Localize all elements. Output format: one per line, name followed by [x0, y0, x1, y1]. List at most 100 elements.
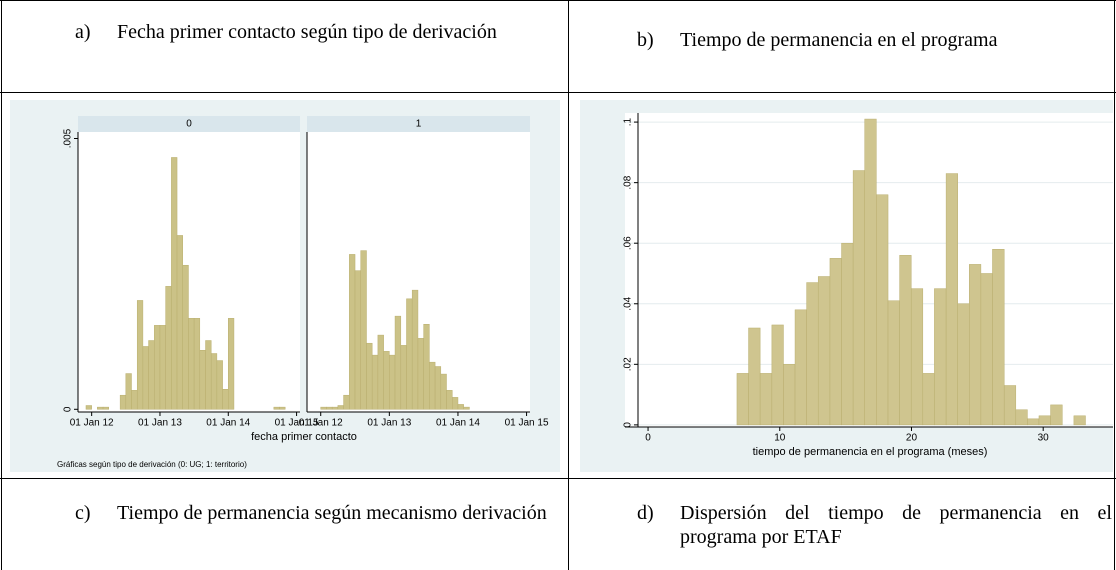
- bar: [1003, 385, 1017, 426]
- bar: [159, 325, 166, 410]
- bar: [216, 360, 223, 410]
- bar: [148, 340, 155, 410]
- bar: [383, 351, 390, 410]
- rule: [1, 0, 2, 570]
- bar: [102, 406, 109, 410]
- x-axis-label: tiempo de permanencia en el programa (me…: [753, 446, 988, 458]
- y-tick-label: .08: [623, 175, 634, 189]
- bar: [457, 404, 464, 410]
- bar: [452, 397, 459, 410]
- caption-label: d): [637, 502, 654, 524]
- x-tick-label: 01 Jan 12: [299, 418, 343, 429]
- chart: 0 10 20 30 0 .02 .04 .06 .08 .1 tiempo de permanen…: [580, 100, 1113, 472]
- bar: [736, 373, 749, 426]
- x-tick-label: 0: [645, 433, 651, 444]
- bar: [125, 373, 132, 410]
- bar: [222, 389, 229, 410]
- bar: [446, 390, 453, 410]
- bar: [429, 361, 436, 410]
- bar: [887, 300, 900, 426]
- bar: [142, 346, 149, 410]
- caption-text: Tiempo de permanencia según mecanismo de…: [117, 502, 547, 524]
- bar: [406, 298, 413, 410]
- bar: [440, 373, 447, 410]
- bar: [171, 157, 178, 410]
- bar: [188, 318, 195, 410]
- bar: [934, 288, 947, 426]
- bar: [366, 342, 373, 410]
- x-tick-label: 01 Jan 13: [138, 418, 182, 429]
- y-tick-label: .06: [623, 236, 634, 250]
- caption-text: Fecha primer contacto según tipo de deri…: [117, 21, 497, 43]
- bar: [841, 242, 854, 426]
- bar: [360, 250, 367, 410]
- bar: [434, 366, 442, 410]
- bar: [119, 394, 127, 410]
- bar: [400, 345, 407, 410]
- rule: [0, 478, 1116, 479]
- bar: [279, 406, 286, 410]
- bar: [1038, 415, 1051, 426]
- bar: [394, 315, 402, 410]
- bar: [899, 255, 912, 426]
- bar: [354, 270, 361, 410]
- bar: [389, 354, 396, 410]
- rule: [0, 0, 1116, 1]
- x-tick-label: 01 Jan 13: [367, 418, 411, 429]
- x-tick-label: 01 Jan 14: [436, 418, 480, 429]
- bar: [154, 325, 161, 410]
- rule: [568, 0, 569, 570]
- bar: [1027, 418, 1040, 426]
- x-axis-label: fecha primer contacto: [251, 431, 357, 443]
- caption-label: a): [75, 21, 91, 43]
- bar: [349, 254, 356, 410]
- bar: [759, 373, 773, 426]
- bar: [165, 286, 172, 410]
- caption-label: b): [637, 29, 654, 51]
- x-tick-label: 01 Jan 15: [505, 418, 549, 429]
- caption-text: Dispersión del tiempo de permanencia en …: [680, 502, 1112, 548]
- bar: [193, 318, 201, 410]
- bar: [852, 170, 865, 426]
- bar: [331, 406, 339, 410]
- bar: [136, 300, 144, 410]
- bar: [748, 327, 761, 426]
- bar: [969, 264, 982, 426]
- bar: [1050, 404, 1063, 426]
- note: Gráficas según tipo de derivación (0: UG…: [57, 460, 247, 469]
- x-tick-label: 01 Jan 12: [70, 418, 114, 429]
- y-tick-label: .005: [63, 128, 74, 148]
- bar: [864, 118, 877, 426]
- bar: [1015, 409, 1028, 426]
- bar: [910, 288, 924, 426]
- bar: [463, 406, 470, 410]
- panel-title: 0: [186, 119, 192, 130]
- bar: [97, 406, 104, 410]
- caption-text: Tiempo de permanencia en el programa: [680, 29, 998, 51]
- bar: [817, 276, 831, 426]
- bar: [876, 194, 889, 426]
- bar: [417, 338, 424, 410]
- bar: [423, 324, 430, 410]
- bar: [199, 350, 206, 410]
- x-tick-label: 30: [1038, 433, 1050, 444]
- bar: [377, 334, 384, 410]
- bar: [228, 318, 235, 410]
- rule: [1114, 0, 1115, 570]
- x-tick-label: 10: [774, 433, 786, 444]
- x-tick-label: 20: [906, 433, 918, 444]
- bar: [320, 406, 327, 410]
- bar: [829, 258, 842, 426]
- bar: [783, 364, 796, 426]
- y-tick-label: 0: [63, 406, 74, 412]
- bar: [131, 390, 138, 410]
- bar: [182, 264, 189, 410]
- bar: [794, 309, 807, 426]
- caption-label: c): [75, 502, 91, 524]
- bar: [771, 324, 784, 426]
- bar: [343, 394, 350, 410]
- bar: [371, 354, 379, 410]
- bar: [957, 303, 970, 426]
- bar: [992, 249, 1005, 426]
